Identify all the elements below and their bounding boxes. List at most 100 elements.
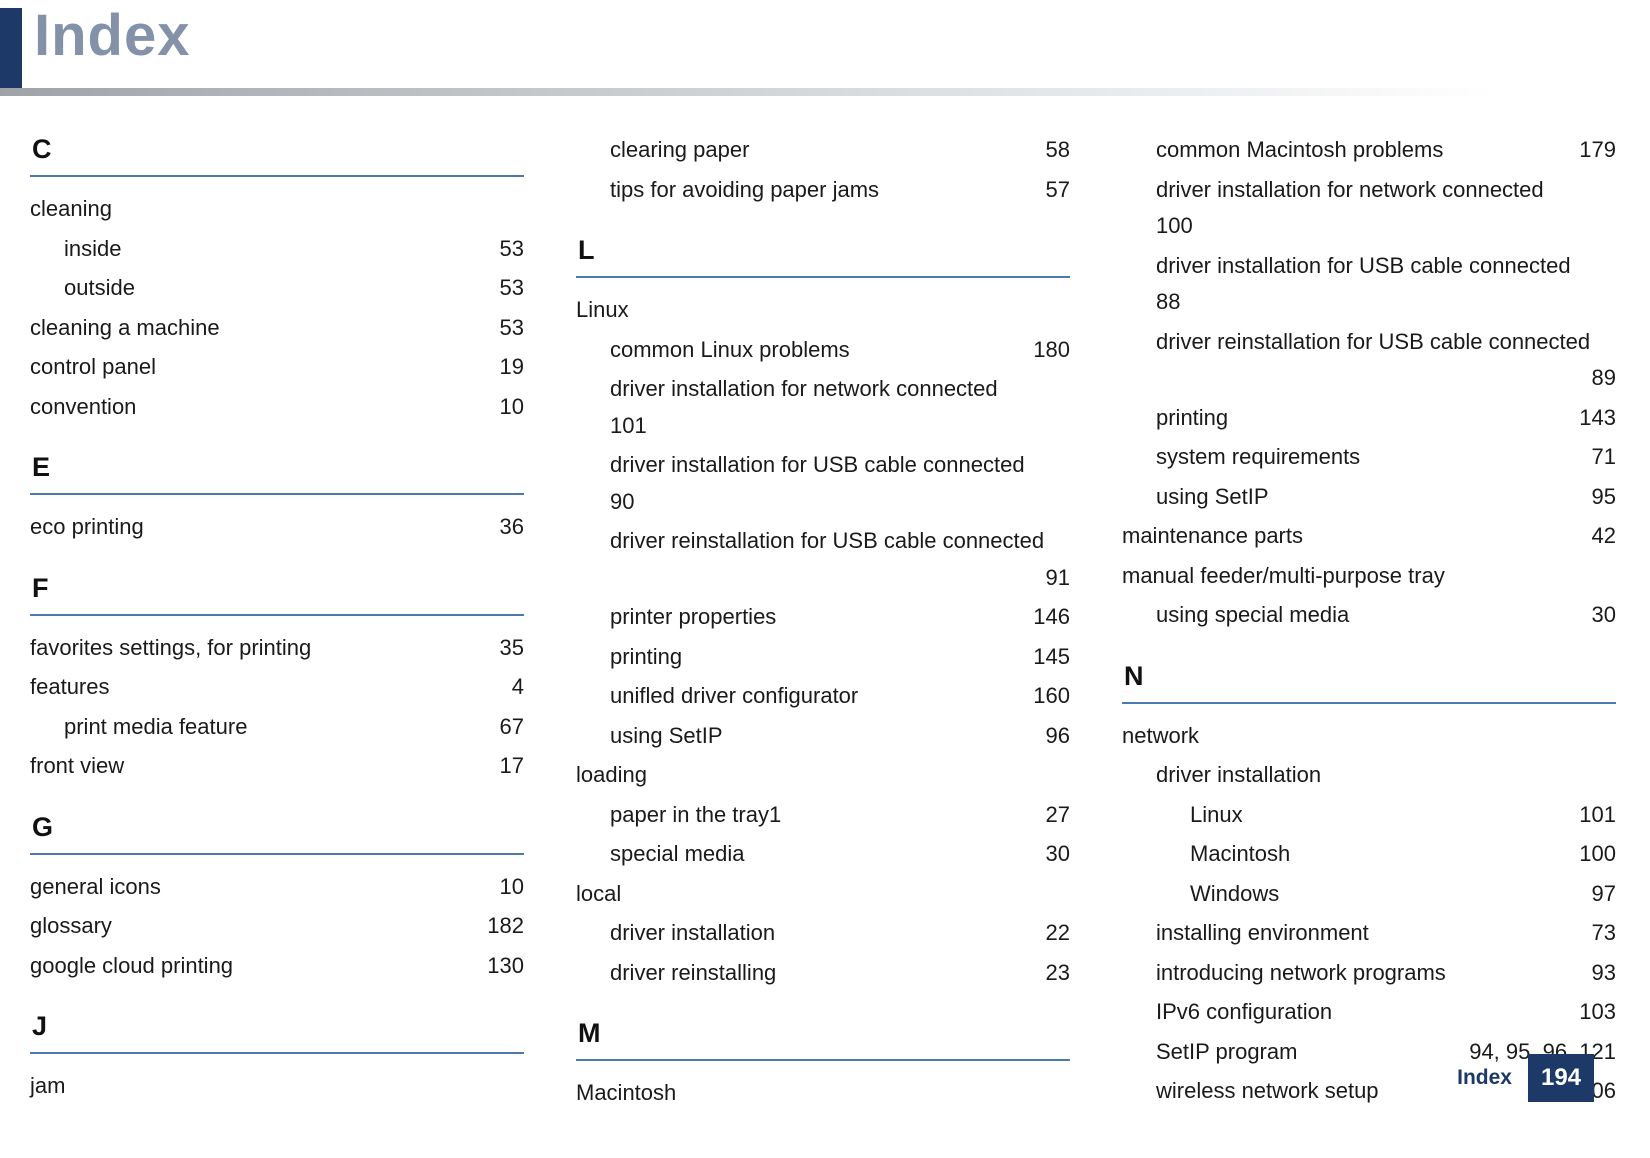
index-column-3: common Macintosh problems 179 driver insta… bbox=[1122, 130, 1616, 1113]
entry-page-number: 91 bbox=[1045, 564, 1070, 590]
entry-label: features bbox=[30, 674, 110, 699]
index-entry: driver reinstallation for USB cable conn… bbox=[576, 521, 1070, 597]
entry-label: installing environment bbox=[1156, 920, 1369, 945]
index-entry: convention 10 bbox=[30, 387, 524, 427]
entry-page-number: 53 bbox=[499, 275, 524, 300]
index-entry: using special media 30 bbox=[1122, 595, 1616, 635]
index-entry: paper in the tray1 27 bbox=[576, 795, 1070, 835]
entry-page-number: 35 bbox=[499, 634, 524, 660]
index-entry: Macintosh bbox=[576, 1073, 1070, 1113]
index-entry: driver reinstalling 23 bbox=[576, 953, 1070, 993]
entry-page-number: 130 bbox=[487, 952, 524, 978]
section-letter-l: L bbox=[576, 235, 1070, 278]
entry-label: driver reinstallation for USB cable conn… bbox=[1156, 328, 1591, 354]
entry-page-number: 179 bbox=[1579, 137, 1616, 162]
entry-label: print media feature bbox=[64, 713, 248, 739]
entry-page-number: 71 bbox=[1591, 444, 1616, 469]
index-column-2: clearing paper 58 tips for avoiding paper … bbox=[576, 130, 1070, 1113]
index-entry: Macintosh 100 bbox=[1122, 834, 1616, 874]
entry-label: favorites settings, for printing bbox=[30, 634, 312, 660]
entry-label: driver installation for USB cable connec… bbox=[1156, 252, 1571, 278]
index-entry: Linux 101 bbox=[1122, 795, 1616, 835]
title-accent-bar bbox=[0, 8, 22, 88]
entry-label: printer properties bbox=[610, 604, 777, 629]
index-entry: front view 17 bbox=[30, 746, 524, 786]
entry-label: IPv6 configuration bbox=[1156, 999, 1333, 1024]
index-entry: manual feeder/multi-purpose tray bbox=[1122, 556, 1616, 596]
entry-page-number: 17 bbox=[499, 753, 524, 778]
entry-label: manual feeder/multi-purpose tray bbox=[1122, 562, 1445, 588]
index-entry: jam bbox=[30, 1066, 524, 1106]
index-entry: introducing network programs 93 bbox=[1122, 953, 1616, 993]
entry-page-number: 36 bbox=[499, 514, 524, 539]
entry-page-number: 19 bbox=[499, 354, 524, 379]
index-entry: inside 53 bbox=[30, 229, 524, 269]
entry-page-number: 97 bbox=[1591, 880, 1616, 906]
entry-page-number: 58 bbox=[1045, 137, 1070, 162]
entry-label: maintenance parts bbox=[1122, 523, 1303, 548]
entry-page-number: 146 bbox=[1033, 604, 1070, 629]
index-entry: common Macintosh problems 179 bbox=[1122, 130, 1616, 170]
title-gradient-rule bbox=[0, 88, 1497, 96]
entry-label: special media bbox=[610, 841, 745, 866]
entry-label: system requirements bbox=[1156, 444, 1361, 469]
entry-label: convention bbox=[30, 393, 137, 419]
entry-label: common Macintosh problems bbox=[1156, 137, 1444, 162]
index-entry: driver reinstallation for USB cable conn… bbox=[1122, 322, 1616, 398]
entry-page-number: 90 bbox=[610, 488, 635, 514]
entry-label: glossary bbox=[30, 913, 112, 938]
page-title: Index bbox=[34, 3, 191, 68]
entry-page-number: 101 bbox=[610, 412, 647, 438]
entry-label: general icons bbox=[30, 873, 161, 899]
entry-label: Linux bbox=[576, 297, 629, 322]
entry-page-number: 100 bbox=[1156, 213, 1193, 238]
index-entry: print media feature 67 bbox=[30, 707, 524, 747]
entry-label: tips for avoiding paper jams bbox=[610, 176, 880, 202]
entry-label: driver reinstallation for USB cable conn… bbox=[610, 528, 1045, 553]
index-entry: using SetIP 95 bbox=[1122, 477, 1616, 517]
index-entry: common Linux problems 180 bbox=[576, 330, 1070, 370]
entry-label: Windows bbox=[1190, 880, 1280, 906]
index-entry: Windows 97 bbox=[1122, 874, 1616, 914]
section-letter-e: E bbox=[30, 452, 524, 495]
entry-label: common Linux problems bbox=[610, 336, 850, 362]
entry-label: driver installation for network connecte… bbox=[1156, 176, 1544, 202]
index-entry: driver installation for network connecte… bbox=[1122, 170, 1616, 246]
section-letter-c: C bbox=[30, 134, 524, 177]
index-entry: driver installation for USB cable connec… bbox=[1122, 246, 1616, 322]
entry-page-number: 42 bbox=[1591, 523, 1616, 548]
page-header: Index bbox=[0, 0, 1650, 96]
index-entry: network bbox=[1122, 716, 1616, 756]
entry-label: printing bbox=[610, 643, 683, 669]
index-entry: favorites settings, for printing 35 bbox=[30, 628, 524, 668]
entry-page-number: 93 bbox=[1591, 959, 1616, 985]
entry-label: printing bbox=[1156, 404, 1229, 430]
index-entry: printing 143 bbox=[1122, 398, 1616, 438]
index-entry: maintenance parts 42 bbox=[1122, 516, 1616, 556]
index-entry: SetIP program 94, 95, 96, 121 bbox=[1122, 1032, 1616, 1072]
index-entry: local bbox=[576, 874, 1070, 914]
footer-section-label: Index bbox=[1457, 1066, 1512, 1089]
entry-label: Macintosh bbox=[1190, 841, 1291, 866]
index-entry: google cloud printing 130 bbox=[30, 946, 524, 986]
index-entry: driver installation for USB cable connec… bbox=[576, 445, 1070, 521]
index-entry: IPv6 configuration 103 bbox=[1122, 992, 1616, 1032]
entry-page-number: 103 bbox=[1579, 999, 1616, 1024]
entry-page-number: 160 bbox=[1033, 683, 1070, 708]
index-entry: system requirements 71 bbox=[1122, 437, 1616, 477]
index-entry: printing 145 bbox=[576, 637, 1070, 677]
index-entry: control panel 19 bbox=[30, 347, 524, 387]
entry-page-number: 53 bbox=[499, 314, 524, 340]
entry-page-number: 23 bbox=[1045, 959, 1070, 985]
page-number-badge: 194 bbox=[1528, 1054, 1594, 1102]
index-entry: installing environment 73 bbox=[1122, 913, 1616, 953]
entry-label: driver reinstalling bbox=[610, 959, 777, 985]
entry-label: Linux bbox=[1190, 801, 1243, 827]
entry-page-number: 145 bbox=[1033, 643, 1070, 669]
section-letter-f: F bbox=[30, 573, 524, 616]
section-letter-m: M bbox=[576, 1018, 1070, 1061]
entry-label: outside bbox=[64, 275, 135, 300]
section-letter-j: J bbox=[30, 1011, 524, 1054]
